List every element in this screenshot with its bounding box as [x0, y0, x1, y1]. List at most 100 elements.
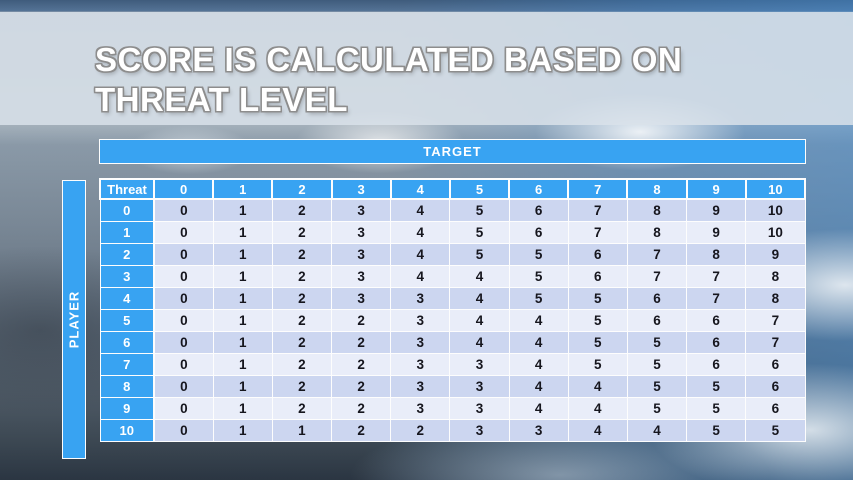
score-cell: 0	[153, 198, 214, 222]
target-col-header: 3	[330, 178, 392, 200]
target-col-header: 1	[212, 178, 274, 200]
score-cell: 2	[331, 396, 392, 420]
score-cell: 1	[212, 286, 273, 310]
score-row: 0 0 1 2 3 4 5 6 7 8 9 10	[99, 198, 806, 222]
score-cell: 6	[508, 198, 569, 222]
score-cell: 0	[153, 374, 214, 398]
score-row: 1 0 1 2 3 4 5 6 7 8 9 10	[99, 220, 806, 244]
threat-row-header: 6	[99, 330, 155, 354]
target-col-header: 2	[271, 178, 333, 200]
score-cell: 1	[212, 242, 273, 266]
slide-title-line-2: THREAT LEVEL	[95, 81, 348, 118]
score-row: 10 0 1 1 2 2 3 3 4 4 5 5	[99, 418, 806, 442]
score-cell: 3	[390, 308, 451, 332]
threat-row-header: 5	[99, 308, 155, 332]
score-cell: 9	[745, 242, 806, 266]
target-col-header: 10	[744, 178, 807, 200]
score-cell: 2	[271, 308, 333, 332]
title-banner: SCORE IS CALCULATED BASED ON THREAT LEVE…	[0, 12, 853, 125]
score-cell: 5	[567, 286, 628, 310]
threat-corner-header: Threat	[99, 178, 155, 200]
score-cell: 4	[567, 418, 628, 442]
threat-row-header: 8	[99, 374, 155, 398]
score-cell: 4	[390, 220, 451, 244]
score-cell: 3	[449, 418, 510, 442]
score-cell: 3	[390, 374, 451, 398]
score-cell: 7	[567, 220, 628, 244]
score-table-header-row: Threat 0 1 2 3 4 5 6 7 8 9 10	[99, 178, 807, 200]
score-table: Threat 0 1 2 3 4 5 6 7 8 9 10 0 0 1 2 3 4 5 6 7 8 9 10 1 0 1 2 3 4 5…	[99, 178, 807, 442]
score-cell: 5	[686, 418, 747, 442]
target-col-header: 0	[152, 178, 215, 200]
score-cell: 5	[686, 396, 747, 420]
score-cell: 8	[745, 286, 806, 310]
score-cell: 8	[686, 242, 747, 266]
score-cell: 0	[153, 308, 214, 332]
score-cell: 3	[449, 396, 510, 420]
score-cell: 4	[567, 374, 628, 398]
score-cell: 4	[449, 330, 510, 354]
score-cell: 2	[331, 330, 392, 354]
score-cell: 1	[212, 264, 273, 288]
score-cell: 4	[508, 330, 569, 354]
score-cell: 4	[626, 418, 688, 442]
score-cell: 1	[212, 352, 273, 376]
score-cell: 1	[212, 330, 273, 354]
score-cell: 3	[449, 352, 510, 376]
score-cell: 3	[331, 220, 392, 244]
score-cell: 2	[271, 374, 333, 398]
score-table-body: 0 0 1 2 3 4 5 6 7 8 9 10 1 0 1 2 3 4 5 6 7 8 9 10 2 0 1 2 3 4 5 5 6 7 8 9 3 0…	[99, 198, 806, 442]
score-cell: 6	[686, 308, 747, 332]
score-cell: 0	[153, 330, 214, 354]
score-cell: 6	[745, 374, 806, 398]
threat-row-header: 2	[99, 242, 155, 266]
score-cell: 6	[745, 352, 806, 376]
score-cell: 6	[567, 264, 628, 288]
score-cell: 7	[626, 264, 688, 288]
score-cell: 2	[331, 374, 392, 398]
score-cell: 8	[626, 198, 688, 222]
target-col-header: 9	[685, 178, 747, 200]
score-cell: 4	[449, 264, 510, 288]
score-cell: 4	[508, 396, 569, 420]
score-cell: 6	[745, 396, 806, 420]
score-cell: 2	[331, 308, 392, 332]
target-col-header: 8	[626, 178, 688, 200]
target-axis-banner: TARGET	[99, 139, 806, 164]
score-cell: 3	[390, 352, 451, 376]
score-cell: 2	[271, 286, 333, 310]
score-cell: 2	[271, 330, 333, 354]
score-cell: 3	[390, 286, 451, 310]
target-col-header: 6	[508, 178, 570, 200]
threat-row-header: 9	[99, 396, 155, 420]
score-cell: 4	[390, 264, 451, 288]
threat-row-header: 7	[99, 352, 155, 376]
score-cell: 7	[567, 198, 628, 222]
score-cell: 4	[390, 198, 451, 222]
score-cell: 1	[212, 374, 273, 398]
score-cell: 3	[331, 264, 392, 288]
score-cell: 3	[331, 198, 392, 222]
score-cell: 5	[567, 352, 628, 376]
score-cell: 0	[153, 352, 214, 376]
score-cell: 1	[212, 220, 273, 244]
score-cell: 0	[153, 286, 214, 310]
score-cell: 0	[153, 418, 214, 442]
score-cell: 5	[567, 330, 628, 354]
score-cell: 5	[449, 220, 510, 244]
score-cell: 5	[626, 396, 688, 420]
score-cell: 5	[508, 264, 569, 288]
target-axis-label: TARGET	[423, 144, 482, 159]
score-cell: 6	[686, 352, 747, 376]
score-cell: 7	[626, 242, 688, 266]
score-cell: 5	[567, 308, 628, 332]
slide-title: SCORE IS CALCULATED BASED ON THREAT LEVE…	[95, 40, 775, 120]
score-cell: 3	[449, 374, 510, 398]
score-cell: 5	[626, 374, 688, 398]
